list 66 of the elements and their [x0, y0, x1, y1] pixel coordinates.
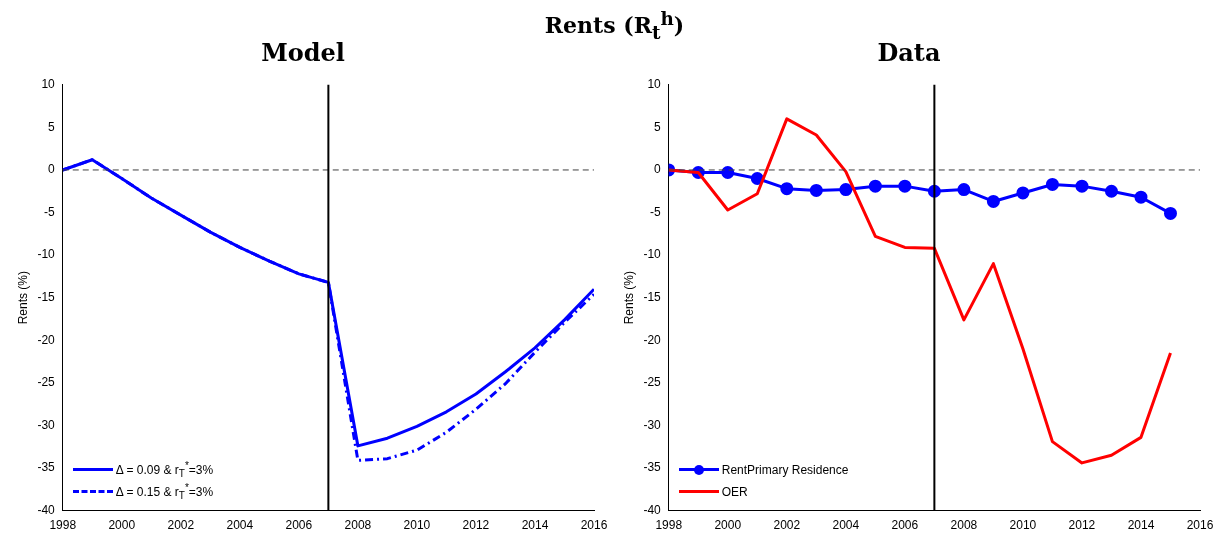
y-tick-label: 5	[654, 119, 662, 134]
x-tick-label: 2016	[580, 518, 608, 533]
x-tick-label: 2006	[285, 518, 313, 533]
y-tick-label: 0	[654, 162, 662, 177]
y-tick-label: -5	[650, 204, 662, 219]
point	[898, 179, 912, 193]
y-tick-label: -15	[37, 290, 56, 305]
x-tick-label: 2014	[1127, 518, 1155, 533]
y-tick-label: -20	[643, 332, 662, 347]
y-tick-label: -10	[643, 247, 662, 262]
x-tick-label: 2012	[462, 518, 490, 533]
x-tick-label: 1998	[49, 518, 77, 533]
y-tick-label: -40	[37, 502, 56, 517]
y-tick-label: -35	[37, 460, 56, 475]
point	[780, 182, 794, 196]
y-axis-title: Rents (%)	[15, 271, 30, 325]
x-tick-label: 2012	[1068, 518, 1096, 533]
x-tick-label: 2006	[891, 518, 919, 533]
y-tick-label: -5	[44, 204, 56, 219]
y-tick-label: 5	[48, 119, 56, 134]
point	[809, 183, 823, 197]
y-tick-label: -30	[643, 417, 662, 432]
text: Rents (R$_{t}$$^{h}$)	[543, 8, 686, 43]
y-tick-label: 10	[647, 77, 662, 92]
y-tick-label: 10	[41, 77, 56, 92]
point	[1016, 186, 1030, 200]
legend-label: Δ = 0.09 & r$_{T}$$^{*}$=3%	[115, 459, 214, 480]
y-tick-label: -20	[37, 332, 56, 347]
y-tick-label: -25	[37, 375, 56, 390]
x-tick-label: 2002	[167, 518, 195, 533]
chart-title: Data	[877, 37, 941, 67]
point	[868, 179, 882, 193]
x-tick-label: 2008	[950, 518, 978, 533]
y-tick-label: -35	[643, 460, 662, 475]
y-tick-label: 0	[48, 162, 56, 177]
point	[1045, 177, 1059, 191]
x-tick-label: 2000	[714, 518, 742, 533]
point	[957, 183, 971, 197]
y-tick-label: -30	[37, 417, 56, 432]
chart-title: Model	[261, 37, 345, 67]
point	[1134, 190, 1148, 204]
point	[750, 171, 764, 185]
x-tick-label: 1998	[655, 518, 683, 533]
legend-label: OER	[721, 484, 748, 499]
y-tick-label: -25	[643, 375, 662, 390]
y-tick-label: -10	[37, 247, 56, 262]
x-tick-label: 2004	[832, 518, 860, 533]
y-axis-title: Rents (%)	[621, 271, 636, 325]
y-tick-label: -15	[643, 290, 662, 305]
legend-label: Δ = 0.15 & r$_{T}$$^{*}$=3%	[115, 481, 214, 502]
legend-label: RentPrimary Residence	[721, 462, 849, 477]
x-tick-label: 2010	[403, 518, 431, 533]
point	[1104, 184, 1118, 198]
x-tick-label: 2000	[108, 518, 136, 533]
x-tick-label: 2008	[344, 518, 372, 533]
point	[721, 166, 735, 180]
x-tick-label: 2016	[1186, 518, 1214, 533]
x-tick-label: 2002	[773, 518, 801, 533]
point	[1075, 179, 1089, 193]
x-tick-label: 2014	[521, 518, 549, 533]
point	[1163, 206, 1177, 220]
point	[986, 194, 1000, 208]
x-tick-label: 2010	[1009, 518, 1037, 533]
x-tick-label: 2004	[226, 518, 254, 533]
y-tick-label: -40	[643, 502, 662, 517]
point	[839, 183, 853, 197]
